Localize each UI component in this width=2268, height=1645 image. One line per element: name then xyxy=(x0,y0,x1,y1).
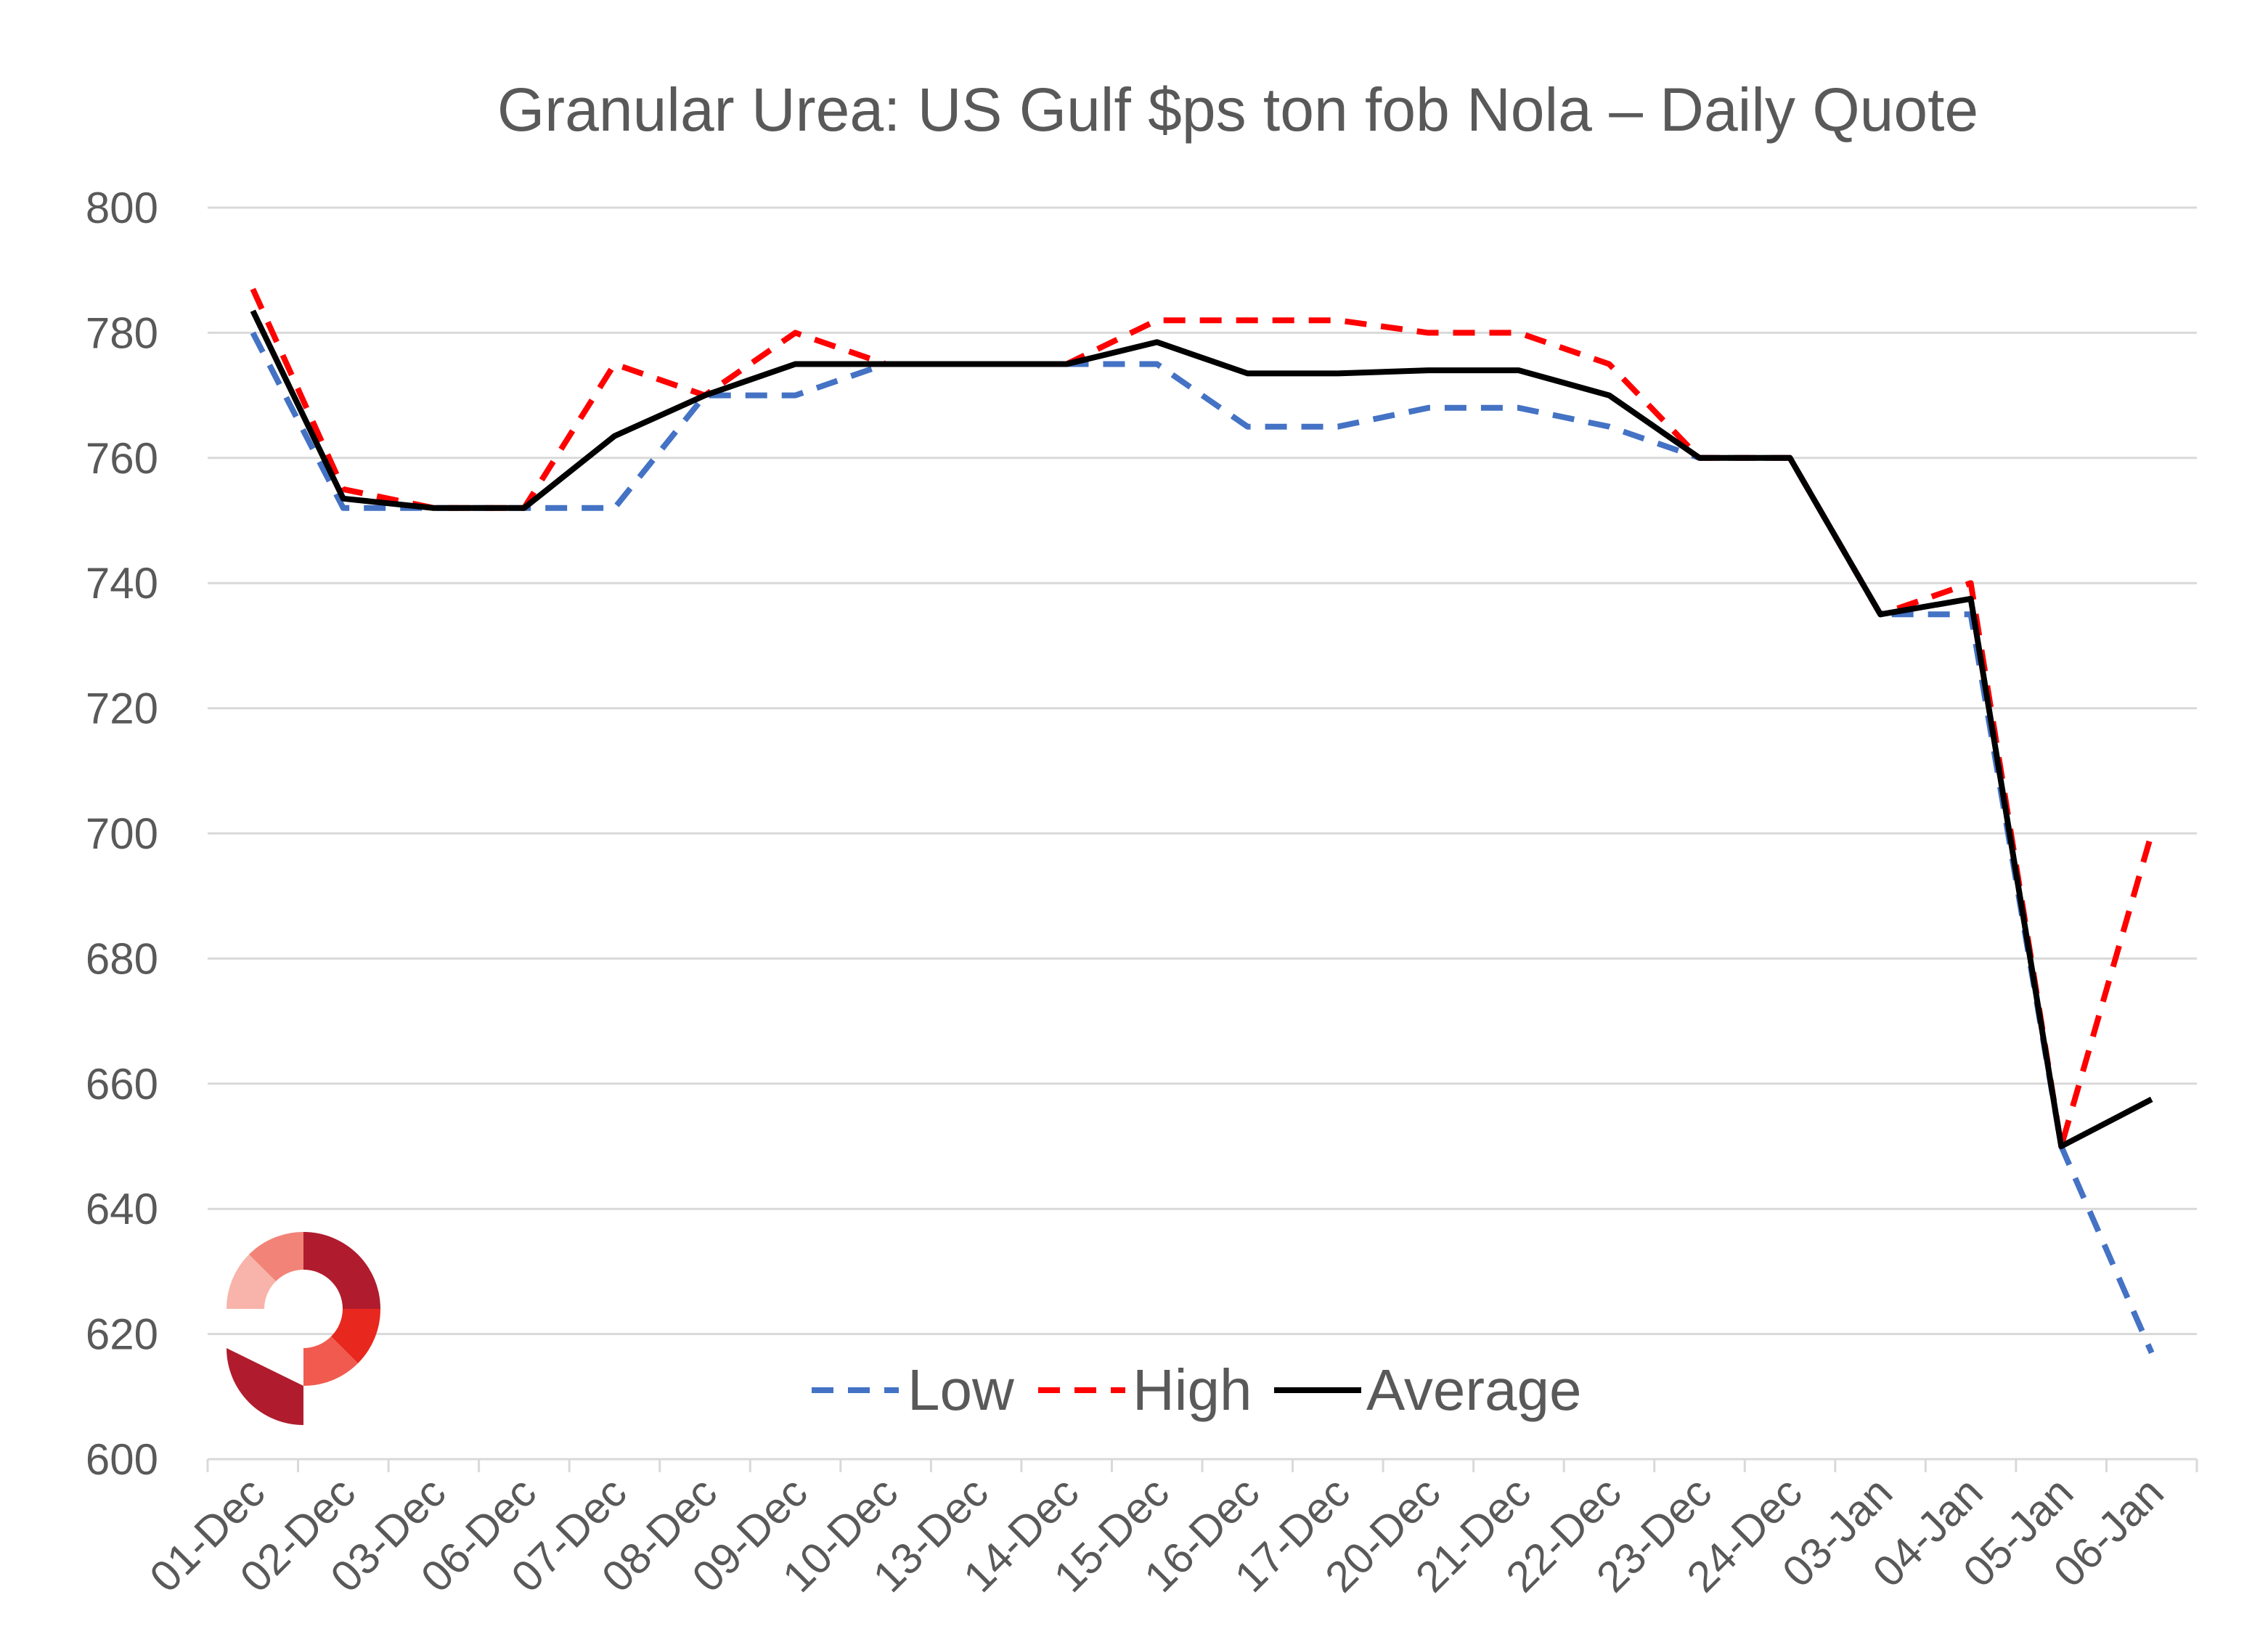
y-tick-label: 660 xyxy=(86,1060,158,1109)
y-tick-label: 720 xyxy=(86,685,158,733)
legend: Low High Average xyxy=(812,1358,1582,1422)
y-tick-label: 760 xyxy=(86,434,158,483)
y-tick-label: 680 xyxy=(86,934,158,983)
y-tick-label: 740 xyxy=(86,559,158,608)
y-tick-label: 600 xyxy=(86,1435,158,1484)
y-axis-ticks: 600 620 640 660 680 700 720 740 760 780 800 xyxy=(86,184,158,1484)
legend-label-high: High xyxy=(1133,1358,1252,1422)
y-tick-label: 780 xyxy=(86,309,158,357)
y-tick-label: 700 xyxy=(86,809,158,858)
series-line-average xyxy=(250,309,2153,1149)
x-axis xyxy=(206,1458,2198,1472)
company-logo xyxy=(226,1232,381,1425)
chart-title: Granular Urea: US Gulf $ps ton fob Nola … xyxy=(497,75,1978,144)
series-lines xyxy=(250,287,2155,1355)
legend-label-average: Average xyxy=(1366,1358,1582,1422)
y-tick-label: 620 xyxy=(86,1310,158,1359)
y-tick-label: 800 xyxy=(86,184,158,232)
legend-label-low: Low xyxy=(907,1358,1014,1422)
y-tick-label: 640 xyxy=(86,1185,158,1233)
